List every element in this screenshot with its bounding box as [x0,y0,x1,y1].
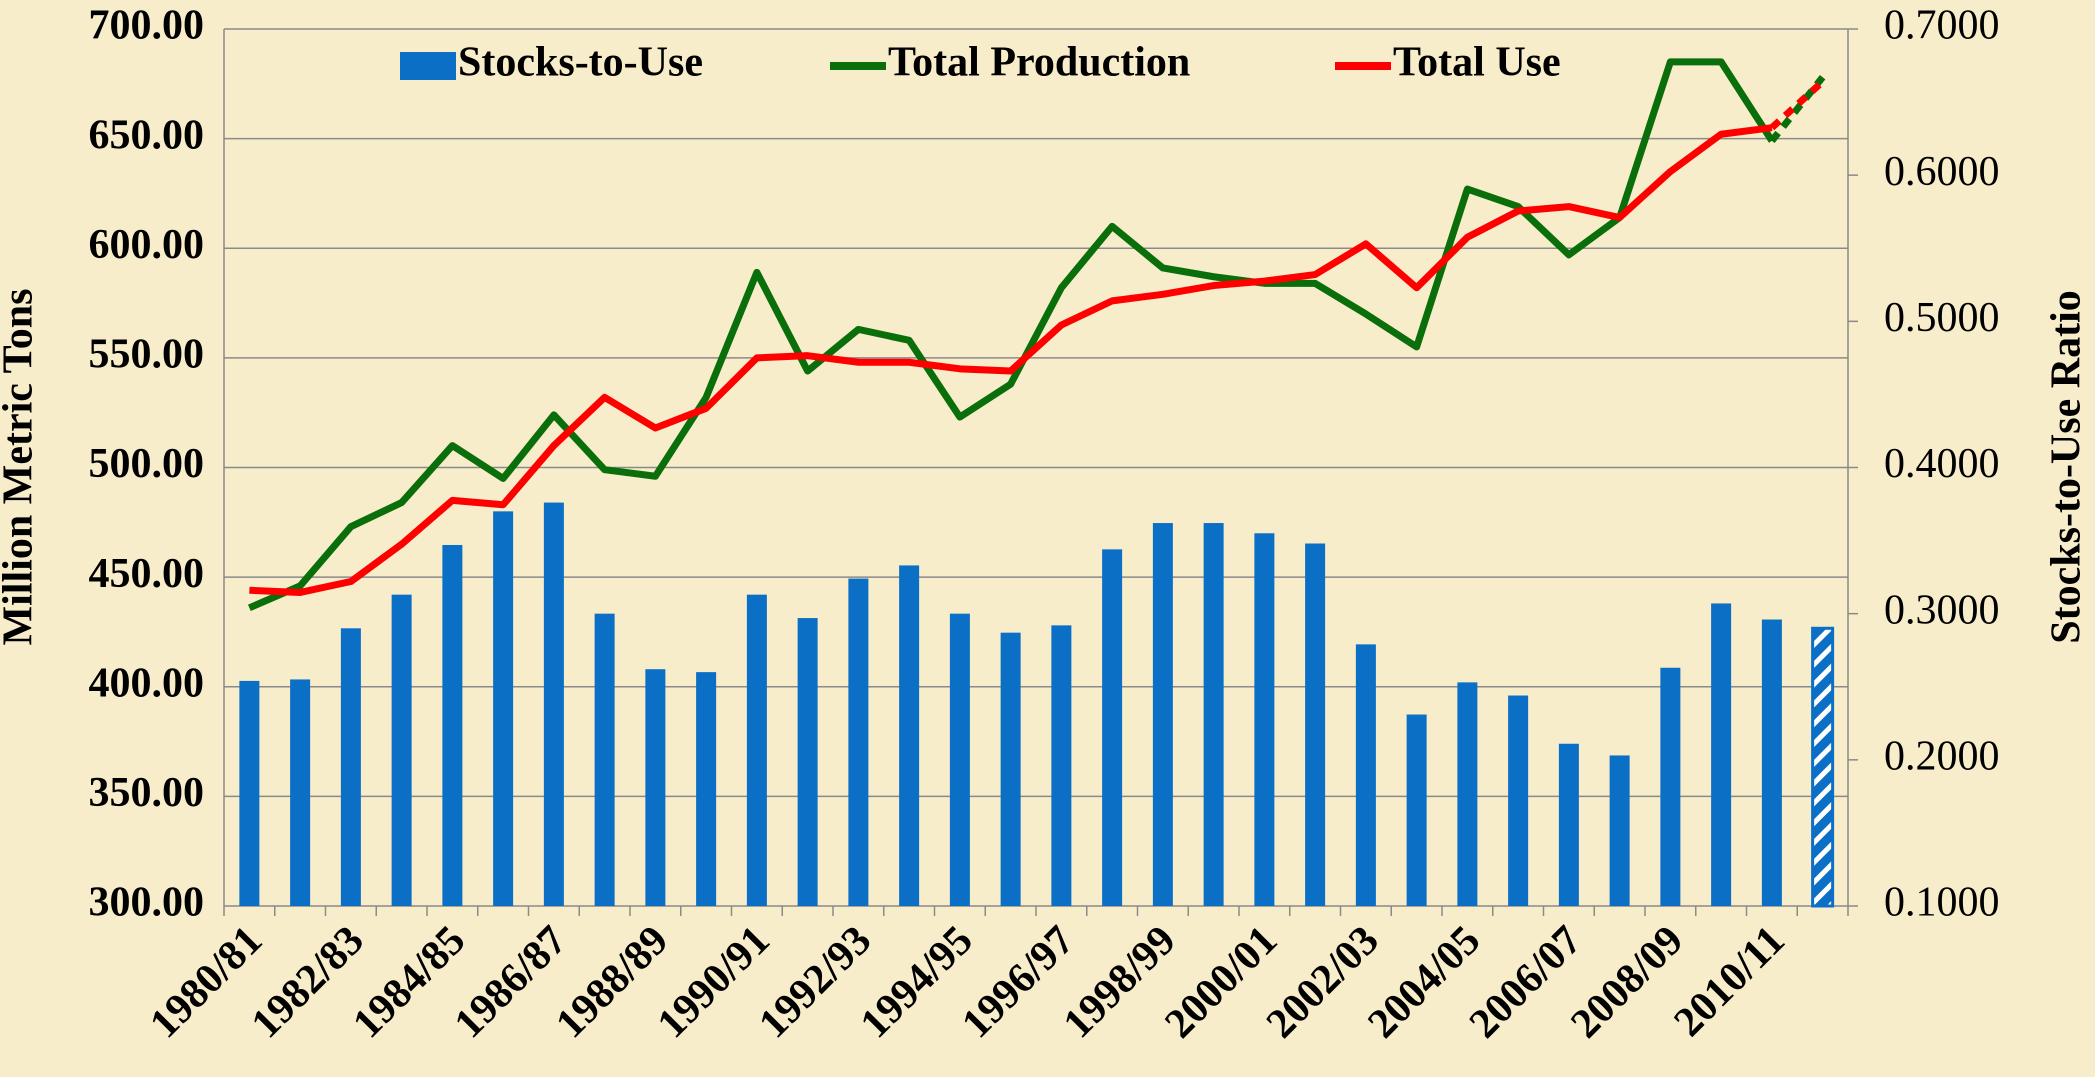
y2-tick-label: 0.3000 [1884,587,2000,633]
y-tick-label: 400.00 [89,660,205,706]
bar [1508,695,1529,906]
y-tick-label: 550.00 [89,332,205,378]
bar [442,544,463,906]
y-tick-label: 450.00 [89,551,205,597]
line [249,124,1773,596]
x-tick-label: 1984/85 [344,917,474,1047]
bar [1152,523,1173,906]
x-tick-label: 1996/97 [953,917,1083,1047]
bar [1406,714,1427,906]
bar [239,680,260,906]
bar [797,618,818,906]
bar [1558,743,1579,906]
projected-line [1769,75,1826,144]
line [247,58,1775,612]
bar [391,594,412,906]
y2-tick-label: 0.5000 [1884,295,2000,341]
bar [746,594,767,906]
bar [1711,603,1732,906]
bar [1203,523,1224,906]
x-tick-label: 2002/03 [1258,917,1388,1047]
y-tick-label: 350.00 [89,770,205,816]
y2-axis-title: Stocks-to-Use Ratio [2044,290,2090,643]
bar [290,679,311,906]
y-axis-title: Million Metric Tons [0,289,42,646]
bar [1761,619,1782,906]
bar [493,511,514,906]
bar [1811,626,1835,908]
x-tick-label: 1980/81 [141,917,271,1047]
legend-label: Stocks-to-Use [458,40,703,86]
y2-tick-label: 0.1000 [1884,880,2000,926]
bar [340,628,361,906]
bar [696,672,717,906]
y2-tick-label: 0.6000 [1884,149,2000,195]
y-tick-label: 650.00 [89,112,205,158]
legend-label: Total Use [1393,40,1561,86]
bar [949,613,970,906]
legend-label: Total Production [888,40,1190,86]
y-tick-label: 300.00 [89,880,205,926]
x-tick-label: 1986/87 [446,917,576,1047]
bar [1609,755,1630,906]
y2-tick-label: 0.7000 [1884,3,2000,49]
bar [1457,682,1478,906]
y-tick-label: 700.00 [89,3,205,49]
legend-swatch [400,52,456,80]
x-tick-label: 1998/99 [1055,917,1185,1047]
y-tick-label: 600.00 [89,222,205,268]
x-tick-label: 1988/89 [547,917,677,1047]
x-tick-label: 2010/11 [1666,917,1794,1045]
bar [594,613,615,906]
bar [1355,644,1376,906]
bar [645,669,666,906]
bar [1000,632,1021,906]
bar [1660,667,1681,906]
bar [1102,549,1123,906]
x-tick-label: 1990/91 [649,917,779,1047]
bar [848,578,869,906]
y-tick-label: 500.00 [89,441,205,487]
x-tick-label: 1994/95 [852,917,982,1047]
bar [1051,625,1072,906]
x-tick-label: 2000/01 [1156,917,1286,1047]
bar [1254,533,1275,906]
projected-line [1769,79,1825,131]
x-tick-label: 1992/93 [750,917,880,1047]
x-tick-label: 2006/07 [1461,917,1591,1047]
bar [543,502,564,906]
x-tick-label: 1982/83 [243,917,373,1047]
y2-tick-label: 0.2000 [1884,733,2000,779]
y2-tick-label: 0.4000 [1884,441,2000,487]
bar [899,565,920,906]
x-tick-label: 2004/05 [1359,917,1489,1047]
bar [1305,543,1326,906]
x-tick-label: 2008/09 [1562,917,1692,1047]
